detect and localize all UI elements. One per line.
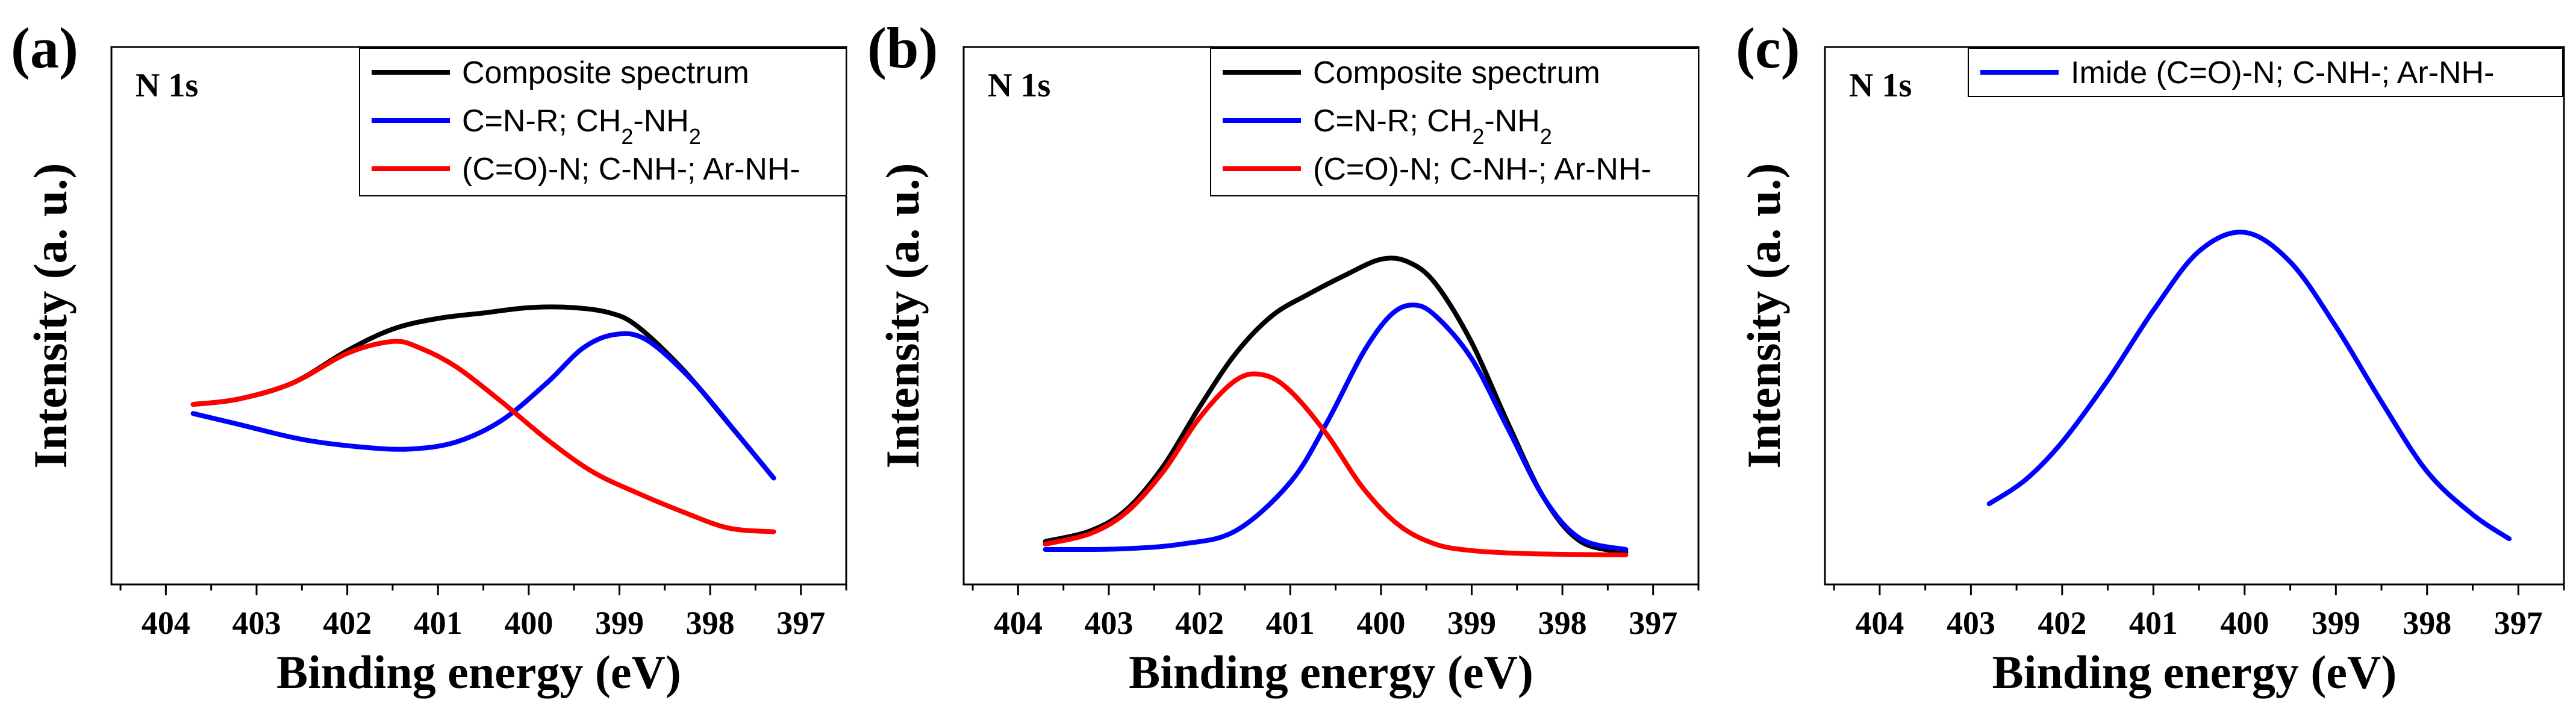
x-tick-label: 397 bbox=[2494, 605, 2543, 641]
x-tick-label: 401 bbox=[1266, 605, 1315, 641]
panel-c: (c) N 1s 404 403 402 401 400 399 398 397 Binding e… bbox=[1736, 16, 2565, 698]
x-axis-title: Binding energy (eV) bbox=[276, 646, 681, 698]
x-tick-label: 403 bbox=[232, 605, 281, 641]
x-tick-label: 400 bbox=[504, 605, 553, 641]
corner-label: N 1s bbox=[1849, 67, 1912, 104]
legend-label: (C=O)-N; C-NH-; Ar-NH- bbox=[462, 152, 800, 187]
x-tick-label: 399 bbox=[595, 605, 644, 641]
x-tick-label: 401 bbox=[414, 605, 463, 641]
series-line-c-o-n-c-nh-ar-nh bbox=[190, 339, 776, 534]
series-line-imide-c-o-n-c-nh-ar-nh bbox=[1986, 230, 2512, 542]
x-tick-label: 404 bbox=[994, 605, 1043, 641]
legend-box bbox=[1968, 48, 2563, 97]
x-tick-label: 398 bbox=[686, 605, 735, 641]
x-tick-label: 404 bbox=[1855, 605, 1904, 641]
y-axis-title: Intensity (a. u.) bbox=[24, 163, 76, 468]
panel-b: (b) N 1s 404 403 402 401 400 399 398 397 Binding e… bbox=[867, 16, 1700, 698]
x-tick-label: 397 bbox=[776, 605, 825, 641]
panel-letter: (a) bbox=[11, 16, 78, 80]
series-line-c-n-r-ch2-nh2 bbox=[1043, 302, 1629, 553]
x-axis-title: Binding energy (eV) bbox=[1992, 646, 2397, 698]
panel-letter: (c) bbox=[1736, 16, 1800, 80]
legend-label: Imide (C=O)-N; C-NH-; Ar-NH- bbox=[2071, 55, 2494, 90]
x-tick-label: 398 bbox=[1538, 605, 1587, 641]
plot-frame bbox=[962, 46, 1700, 586]
x-tick-label: 402 bbox=[323, 605, 372, 641]
x-tick-label: 398 bbox=[2403, 605, 2451, 641]
x-tick-label: 402 bbox=[1175, 605, 1224, 641]
y-axis-title: Intensity (a. u.) bbox=[1738, 163, 1790, 468]
legend-label: Composite spectrum bbox=[1313, 55, 1600, 90]
panel-a: (a) N 1s 404 403 402 401 400 399 398 397 Binding e… bbox=[11, 16, 847, 698]
plot-frame bbox=[110, 46, 847, 586]
series-line-c-n-r-ch2-nh2 bbox=[190, 331, 776, 481]
series-line-composite-spectrum bbox=[190, 304, 776, 481]
x-tick-label: 403 bbox=[1084, 605, 1133, 641]
x-tick-label: 402 bbox=[2038, 605, 2086, 641]
x-tick-label: 404 bbox=[142, 605, 190, 641]
x-tick-label: 401 bbox=[2129, 605, 2178, 641]
y-axis-title: Intensity (a. u.) bbox=[876, 163, 929, 468]
panel-letter: (b) bbox=[867, 16, 938, 80]
x-tick-label: 400 bbox=[2220, 605, 2269, 641]
legend-label: Composite spectrum bbox=[462, 55, 749, 90]
x-tick-label: 399 bbox=[1447, 605, 1496, 641]
corner-label: N 1s bbox=[988, 67, 1050, 104]
plot-frame bbox=[1824, 46, 2565, 586]
corner-label: N 1s bbox=[136, 67, 198, 104]
x-tick-label: 399 bbox=[2312, 605, 2360, 641]
legend-label: C=N-R; CH2-NH2 bbox=[462, 104, 701, 149]
x-tick-label: 397 bbox=[1629, 605, 1677, 641]
x-tick-label: 400 bbox=[1356, 605, 1405, 641]
legend-label: (C=O)-N; C-NH-; Ar-NH- bbox=[1313, 152, 1651, 187]
x-axis-title: Binding energy (eV) bbox=[1129, 646, 1533, 698]
legend-label: C=N-R; CH2-NH2 bbox=[1313, 104, 1552, 149]
x-tick-label: 403 bbox=[1947, 605, 1995, 641]
series-line-c-o-n-c-nh-ar-nh bbox=[1043, 371, 1629, 557]
